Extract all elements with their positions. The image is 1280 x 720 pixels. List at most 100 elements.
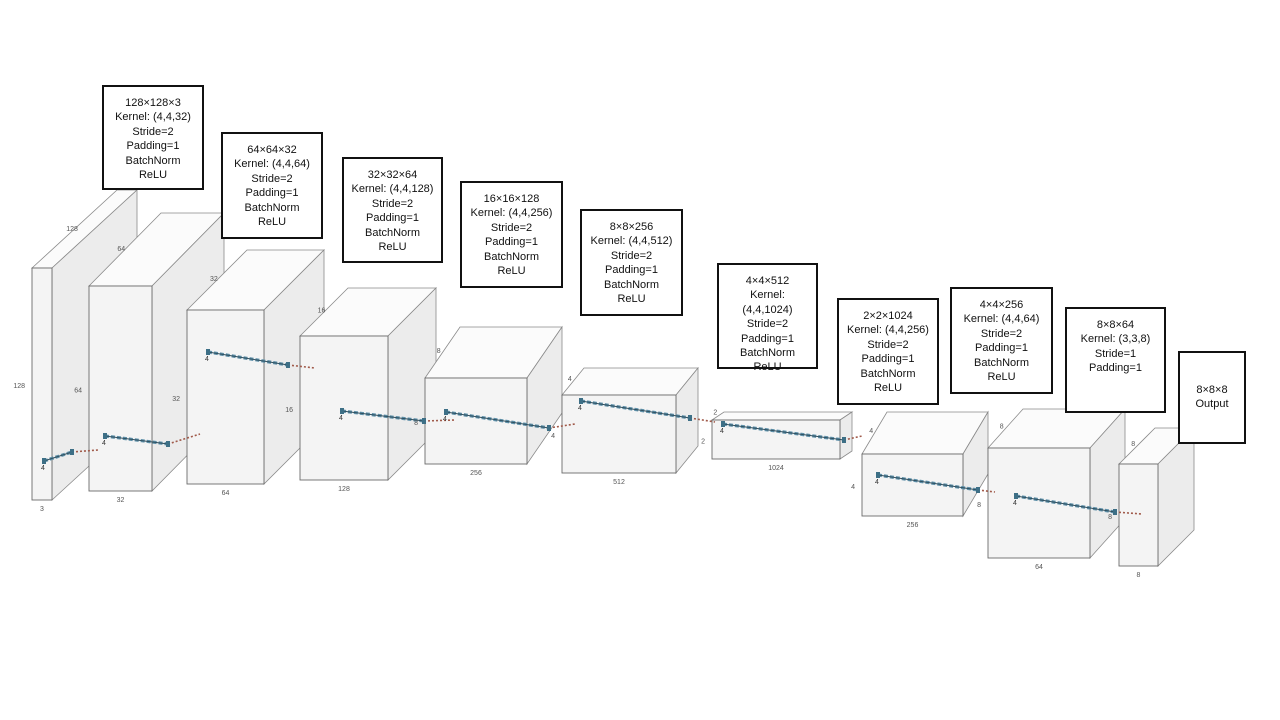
block-dim-depth: 128 bbox=[338, 486, 350, 493]
kernel-stroke-2: 4 bbox=[102, 433, 201, 447]
kernel-cube-start bbox=[579, 398, 583, 404]
kernel-cube-start bbox=[206, 349, 210, 355]
kernel-connector bbox=[689, 417, 716, 423]
kernel-stroke-9: 4 bbox=[1013, 493, 1143, 515]
layer-annotation-7: 2×2×1024 Kernel: (4,4,256) Stride=2 Padding… bbox=[837, 298, 939, 405]
block-dim-width: 64 bbox=[117, 246, 125, 253]
kernel-bar-core bbox=[104, 435, 169, 445]
block-dim-height: 64 bbox=[74, 388, 82, 395]
block-dim-width: 8 bbox=[1000, 423, 1004, 430]
block-dim-depth: 1024 bbox=[768, 465, 784, 472]
kernel-cube-start bbox=[721, 421, 725, 427]
kernel-bar-core bbox=[877, 474, 979, 491]
kernel-stroke-5: 4 bbox=[443, 409, 576, 431]
block-top-face bbox=[710, 411, 854, 421]
block-dim-depth: 64 bbox=[222, 490, 230, 497]
layer-annotation-6: 4×4×512 Kernel: (4,4,1024) Stride=2 Padding=… bbox=[717, 263, 818, 373]
block-dim-depth: 512 bbox=[613, 479, 625, 486]
annotation-line: Stride=2 bbox=[867, 338, 909, 351]
kernel-connector bbox=[287, 364, 316, 369]
layer-block-6 bbox=[561, 366, 699, 475]
kernel-cube-start bbox=[1014, 493, 1018, 499]
annotation-line: Stride=2 bbox=[132, 125, 174, 138]
kernel-connector bbox=[167, 433, 201, 445]
block-dim-depth: 64 bbox=[1035, 564, 1043, 571]
annotation-line: Kernel: (4,4,64) bbox=[234, 158, 310, 171]
block-dim-height: 2 bbox=[701, 439, 705, 446]
block-dim-height: 16 bbox=[285, 407, 293, 414]
kernel-cube-end bbox=[688, 415, 692, 421]
kernel-cube-end bbox=[70, 449, 74, 455]
layer-block-3 bbox=[186, 249, 325, 485]
annotation-shape: 4×4×512 bbox=[745, 275, 790, 287]
kernel-stroke-1: 4 bbox=[41, 449, 99, 472]
kernel-connector bbox=[843, 435, 863, 441]
kernel-size-label: 4 bbox=[720, 428, 724, 435]
kernel-stroke-3: 4 bbox=[205, 349, 316, 369]
blocks-layer bbox=[30, 189, 1195, 567]
annotation-line: Stride=2 bbox=[371, 197, 414, 210]
layer-annotation-9: 8×8×64 Kernel: (3,3,8) Stride=1 Padding=1 bbox=[1065, 307, 1166, 413]
kernel-cube-start bbox=[42, 458, 46, 464]
block-front-face bbox=[186, 309, 265, 485]
kernel-size-label: 4 bbox=[102, 440, 106, 447]
annotation-line: BatchNorm bbox=[860, 367, 916, 380]
kernel-cube-end bbox=[547, 425, 551, 431]
block-dim-height: 8 bbox=[1108, 514, 1112, 521]
annotation-shape: 4×4×256 bbox=[979, 299, 1024, 311]
block-dim-height: 32 bbox=[172, 396, 180, 403]
annotation-shape: 8×8×8 bbox=[1196, 384, 1228, 396]
annotation-line: BatchNorm bbox=[244, 201, 300, 214]
annotation-line: Kernel: (4,4,64) bbox=[963, 313, 1040, 326]
annotation-line: BatchNorm bbox=[603, 278, 660, 291]
annotation-line: ReLU bbox=[138, 169, 168, 182]
annotation-line: Kernel: (4,4,32) bbox=[115, 111, 191, 124]
block-front-face bbox=[88, 285, 153, 492]
annotation-line: ReLU bbox=[987, 371, 1016, 384]
block-dim-height: 128 bbox=[13, 383, 25, 390]
annotation-shape: 16×16×128 bbox=[483, 193, 540, 205]
layer-annotation-3: 32×32×64 Kernel: (4,4,128) Stride=2 Padding… bbox=[342, 157, 443, 263]
annotation-line: (4,4,1024) bbox=[742, 303, 793, 316]
kernel-connector bbox=[71, 449, 99, 453]
layer-block-8 bbox=[861, 410, 989, 518]
block-front-face bbox=[987, 447, 1091, 559]
kernel-size-label: 4 bbox=[1013, 500, 1017, 507]
kernel-cube-end bbox=[166, 441, 170, 447]
annotation-line: Stride=2 bbox=[251, 172, 293, 185]
kernel-cube-end bbox=[842, 437, 846, 443]
kernel-cube-end bbox=[286, 362, 290, 368]
annotation-line: BatchNorm bbox=[364, 226, 421, 239]
annotation-line: BatchNorm bbox=[483, 250, 540, 263]
annotation-line: Padding=1 bbox=[975, 342, 1028, 355]
kernel-size-label: 4 bbox=[339, 415, 343, 422]
kernel-cube-end bbox=[1113, 509, 1117, 515]
kernel-cube-end bbox=[422, 418, 426, 424]
kernel-bar-core bbox=[207, 351, 289, 366]
annotation-shape: 2×2×1024 bbox=[863, 310, 913, 322]
kernel-connector bbox=[548, 423, 576, 429]
kernel-bar-core bbox=[580, 400, 691, 419]
block-dim-height: 8 bbox=[977, 502, 981, 509]
annotation-line: Padding=1 bbox=[366, 212, 419, 225]
annotation-line: ReLU bbox=[497, 265, 526, 278]
annotation-line: Padding=1 bbox=[126, 140, 180, 153]
block-dim-width: 4 bbox=[869, 428, 873, 435]
layer-annotation-2: 64×64×32 Kernel: (4,4,64) Stride=2 Padding=… bbox=[221, 132, 323, 239]
block-dim-width: 8 bbox=[1131, 441, 1135, 448]
block-dim-depth: 32 bbox=[117, 497, 125, 504]
annotation-line: Padding=1 bbox=[861, 353, 915, 366]
block-dim-depth: 8 bbox=[1137, 572, 1141, 579]
kernel-bar-core bbox=[445, 411, 550, 429]
annotation-line: Padding=1 bbox=[741, 332, 794, 345]
annotation-line: ReLU bbox=[873, 382, 903, 395]
annotation-line: Kernel: bbox=[750, 289, 785, 302]
layer-annotation-4: 16×16×128 Kernel: (4,4,256) Stride=2 Paddin… bbox=[460, 181, 563, 288]
block-dim-width: 32 bbox=[210, 276, 218, 283]
annotation-shape: 64×64×32 bbox=[247, 144, 297, 156]
block-dim-height: 4 bbox=[551, 433, 555, 440]
annotation-line: Kernel: (4,4,512) bbox=[590, 235, 673, 248]
kernel-stroke-8: 4 bbox=[875, 472, 996, 493]
block-dim-width: 8 bbox=[437, 348, 441, 355]
